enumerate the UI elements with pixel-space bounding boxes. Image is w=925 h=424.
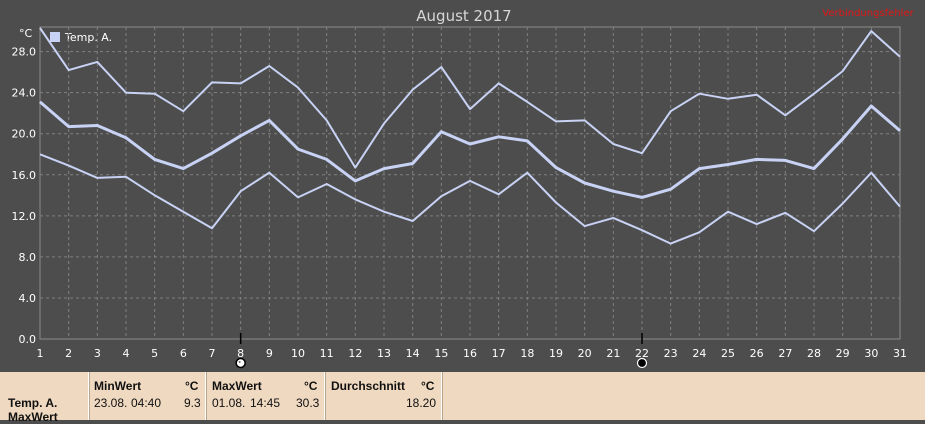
y-tick-label: 16.0 xyxy=(12,169,37,182)
series-line-avg xyxy=(39,100,901,199)
moon-markers xyxy=(235,333,648,369)
x-tick-label: 28 xyxy=(807,347,821,360)
x-tick-label: 16 xyxy=(463,347,477,360)
stats-row-label: Temp. A. xyxy=(8,396,58,410)
x-tick-label: 4 xyxy=(123,347,130,360)
chart-title: August 2017 xyxy=(416,7,511,25)
x-tick-label: 9 xyxy=(266,347,273,360)
legend-swatch xyxy=(50,32,60,42)
statistics-panel: Temp. A. MaxWert MinWert °C 23.08. 04:40… xyxy=(0,372,925,424)
x-tick-label: 15 xyxy=(434,347,448,360)
x-tick-label: 8 xyxy=(237,347,244,360)
series-line-max xyxy=(39,27,901,169)
y-tick-label: 0.0 xyxy=(19,333,37,346)
avg-label: Durchschnitt xyxy=(331,379,406,393)
grid-layer xyxy=(39,26,901,340)
x-tick-label: 13 xyxy=(377,347,391,360)
max-label: MaxWert xyxy=(212,379,262,393)
x-tick-label: 30 xyxy=(864,347,878,360)
new-moon-icon xyxy=(636,357,648,369)
x-tick-label: 2 xyxy=(65,347,72,360)
axis-layer: 0.04.08.012.016.020.024.028.01 2 3 4 5 6 7 8 9 10… xyxy=(12,46,908,360)
min-date: 23.08. xyxy=(94,396,128,410)
moon-crater xyxy=(238,361,241,363)
x-tick-label: 10 xyxy=(291,347,305,360)
y-tick-label: 20.0 xyxy=(12,128,37,141)
x-tick-label: 25 xyxy=(721,347,735,360)
x-tick-label: 1 xyxy=(37,347,44,360)
x-tick-label: 21 xyxy=(606,347,620,360)
max-time: 14:45 xyxy=(250,396,281,410)
x-tick-label: 29 xyxy=(836,347,850,360)
y-tick-label: 28.0 xyxy=(12,46,37,59)
x-tick-label: 11 xyxy=(320,347,334,360)
x-tick-label: 5 xyxy=(151,347,158,360)
x-tick-label: 14 xyxy=(406,347,420,360)
min-label: MinWert xyxy=(94,379,142,393)
min-time: 04:40 xyxy=(131,396,162,410)
x-tick-label: 24 xyxy=(692,347,706,360)
x-tick-label: 12 xyxy=(348,347,362,360)
x-tick-label: 27 xyxy=(778,347,792,360)
x-tick-label: 17 xyxy=(492,347,506,360)
x-tick-label: 19 xyxy=(549,347,563,360)
x-tick-label: 18 xyxy=(520,347,534,360)
max-unit: °C xyxy=(304,379,318,393)
max-value: 30.3 xyxy=(296,396,320,410)
x-tick-label: 6 xyxy=(180,347,187,360)
series-line-min xyxy=(39,153,901,245)
x-tick-label: 22 xyxy=(635,347,649,360)
y-tick-label: 4.0 xyxy=(19,292,37,305)
avg-value: 18.20 xyxy=(406,396,437,410)
x-tick-label: 31 xyxy=(893,347,907,360)
x-tick-label: 20 xyxy=(578,347,592,360)
y-tick-label: 8.0 xyxy=(19,251,37,264)
stats-row-label-2: MaxWert xyxy=(8,410,58,424)
x-tick-label: 3 xyxy=(94,347,101,360)
temperature-chart: August 2017 Verbindungsfehler °C Temp. A… xyxy=(12,7,915,369)
y-tick-label: 24.0 xyxy=(12,87,37,100)
legend-label: Temp. A. xyxy=(64,31,112,44)
min-value: 9.3 xyxy=(184,396,201,410)
x-tick-label: 7 xyxy=(209,347,216,360)
x-tick-label: 23 xyxy=(664,347,678,360)
y-tick-label: 12.0 xyxy=(12,210,37,223)
max-date: 01.08. xyxy=(212,396,246,410)
x-tick-label: 26 xyxy=(750,347,764,360)
connection-error-label: Verbindungsfehler xyxy=(822,8,914,19)
min-unit: °C xyxy=(185,379,199,393)
avg-unit: °C xyxy=(421,379,435,393)
series-layer xyxy=(39,27,901,245)
y-axis-unit-label: °C xyxy=(19,27,33,40)
full-moon-icon xyxy=(235,357,246,369)
